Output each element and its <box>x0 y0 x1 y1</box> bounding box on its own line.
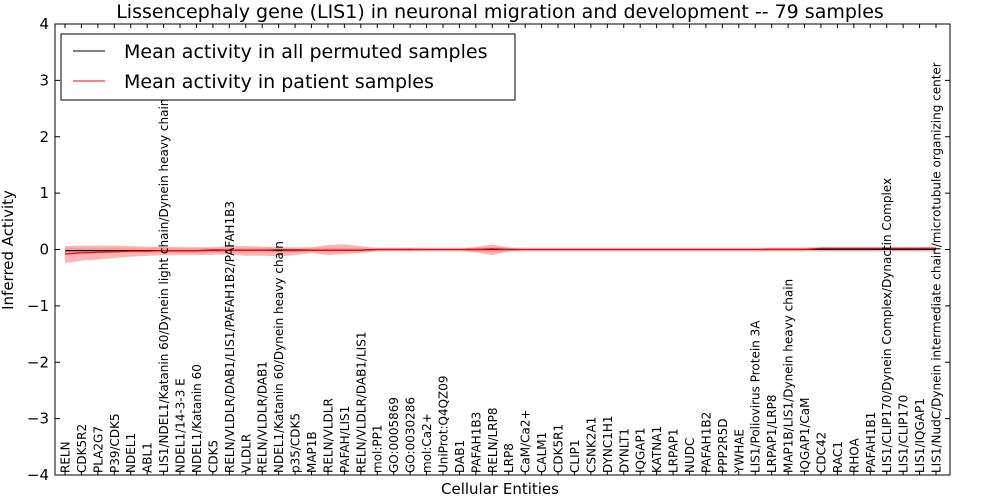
x-tick-label: P39/CDK5 <box>108 413 122 473</box>
y-axis-ticks: −4 −3 −2 −1 0 1 2 3 4 <box>27 15 950 484</box>
x-tick-label: RELN/VLDLR/DAB1/LIS1/PAFAH1B2/PAFAH1B3 <box>223 201 237 473</box>
x-tick-label: NDEL1 <box>124 433 138 473</box>
x-tick-label: DYNC1H1 <box>601 415 615 473</box>
x-tick-label: RAC1 <box>831 441 845 473</box>
x-tick-label: p35/CDK5 <box>289 413 303 473</box>
x-tick-label: CDK5 <box>206 440 220 473</box>
y-tick-label: 0 <box>39 241 49 259</box>
x-tick-label: mol:Ca2+ <box>420 413 434 473</box>
x-tick-label: LIS1/NudC/Dynein intermediate chain/micr… <box>930 62 944 473</box>
x-tick-label: DYNLT1 <box>617 428 631 473</box>
x-tick-label: RELN/LRP8 <box>486 407 500 473</box>
y-axis-label: Inferred Activity <box>0 190 17 310</box>
x-axis-label: Cellular Entities <box>441 480 559 498</box>
y-tick-label: 3 <box>39 71 49 89</box>
x-tick-label: UniProt:Q4QZ09 <box>437 375 451 473</box>
x-tick-label: PPP2R5D <box>716 418 730 473</box>
y-tick-label: −4 <box>27 466 49 484</box>
y-tick-label: −3 <box>27 410 49 428</box>
x-tick-label: NDEL1/Katanin 60/Dynein heavy chain <box>272 241 286 473</box>
legend: Mean activity in all permuted samples Me… <box>60 33 516 101</box>
chart-title: Lissencephaly gene (LIS1) in neuronal mi… <box>116 1 884 23</box>
x-tick-label: PLA2G7 <box>91 426 105 473</box>
x-tick-label: RELN <box>59 441 73 473</box>
x-tick-label: PAFAH1B2 <box>699 412 713 473</box>
x-tick-label: DAB1 <box>453 440 467 473</box>
x-tick-label: CALM1 <box>535 432 549 473</box>
plot-frame <box>54 23 951 476</box>
x-tick-label: NDEL1/Katanin 60 <box>190 364 204 473</box>
x-tick-label: NUDC <box>683 438 697 473</box>
y-tick-label: 1 <box>39 184 49 202</box>
x-tick-label: IQGAP1/CaM <box>798 398 812 474</box>
y-tick-label: 2 <box>39 128 49 146</box>
x-tick-label: LRPAP1/LRP8 <box>765 394 779 473</box>
x-tick-label: GO:0005869 <box>387 397 401 473</box>
y-tick-label: 4 <box>39 15 49 33</box>
x-tick-label: YWHAE <box>732 429 746 474</box>
x-axis-ticks: RELN CDK5R2 PLA2G7 P39/CDK5 NDEL1 ABL1 LIS1/ND… <box>59 24 944 475</box>
x-tick-label: CLIP1 <box>568 440 582 473</box>
x-tick-label: mol:PP1 <box>371 424 385 473</box>
x-tick-label: GO:0030286 <box>404 397 418 473</box>
x-tick-label: KATNA1 <box>650 426 664 473</box>
x-tick-label: RELN/VLDLR <box>321 398 335 473</box>
x-tick-label: LRP8 <box>502 443 516 473</box>
series-line-2 <box>64 247 936 255</box>
x-tick-label: VLDLR <box>239 434 253 473</box>
y-tick-label: −1 <box>27 297 49 315</box>
x-tick-label: LIS1/IQGAP1 <box>913 398 927 473</box>
x-tick-label: MAP1B <box>305 431 319 473</box>
x-tick-label: LRPAP1 <box>667 428 681 473</box>
x-tick-label: LIS1/CLIP170/Dynein Complex/Dynactin Com… <box>880 178 894 473</box>
x-tick-label: PAFAH1B3 <box>469 412 483 473</box>
legend-box <box>60 33 516 101</box>
x-tick-label: CDK5R1 <box>552 424 566 473</box>
x-tick-label: PAFAH1B1 <box>864 412 878 473</box>
x-tick-label: NDEL1/14-3-3 E <box>174 378 188 473</box>
x-tick-label: CDK5R2 <box>75 424 89 473</box>
x-tick-label: PAFAH/LIS1 <box>338 406 352 473</box>
x-tick-label: MAP1B/LIS1/Dynein heavy chain <box>782 279 796 473</box>
x-tick-label: CSNK2A1 <box>584 417 598 473</box>
x-tick-label: ABL1 <box>141 442 155 473</box>
x-tick-label: CaM/Ca2+ <box>519 409 533 473</box>
x-tick-label: RHOA <box>847 437 861 473</box>
series-lines <box>64 247 936 255</box>
x-tick-label: RELN/VLDLR/DAB1/LIS1 <box>354 332 368 473</box>
x-tick-label: IQGAP1 <box>634 428 648 473</box>
x-tick-label: LIS1/CLIP170 <box>897 395 911 473</box>
x-tick-label: LIS1/NDEL1/Katanin 60/Dynein light chain… <box>157 99 171 473</box>
x-tick-label: CDC42 <box>815 432 829 473</box>
x-tick-label: RELN/VLDLR/DAB1 <box>256 361 270 473</box>
legend-label-permuted: Mean activity in all permuted samples <box>124 41 487 63</box>
x-tick-label: LIS1/Poliovirus Protein 3A <box>749 320 763 473</box>
y-tick-label: −2 <box>27 353 49 371</box>
legend-label-patient: Mean activity in patient samples <box>124 71 434 93</box>
